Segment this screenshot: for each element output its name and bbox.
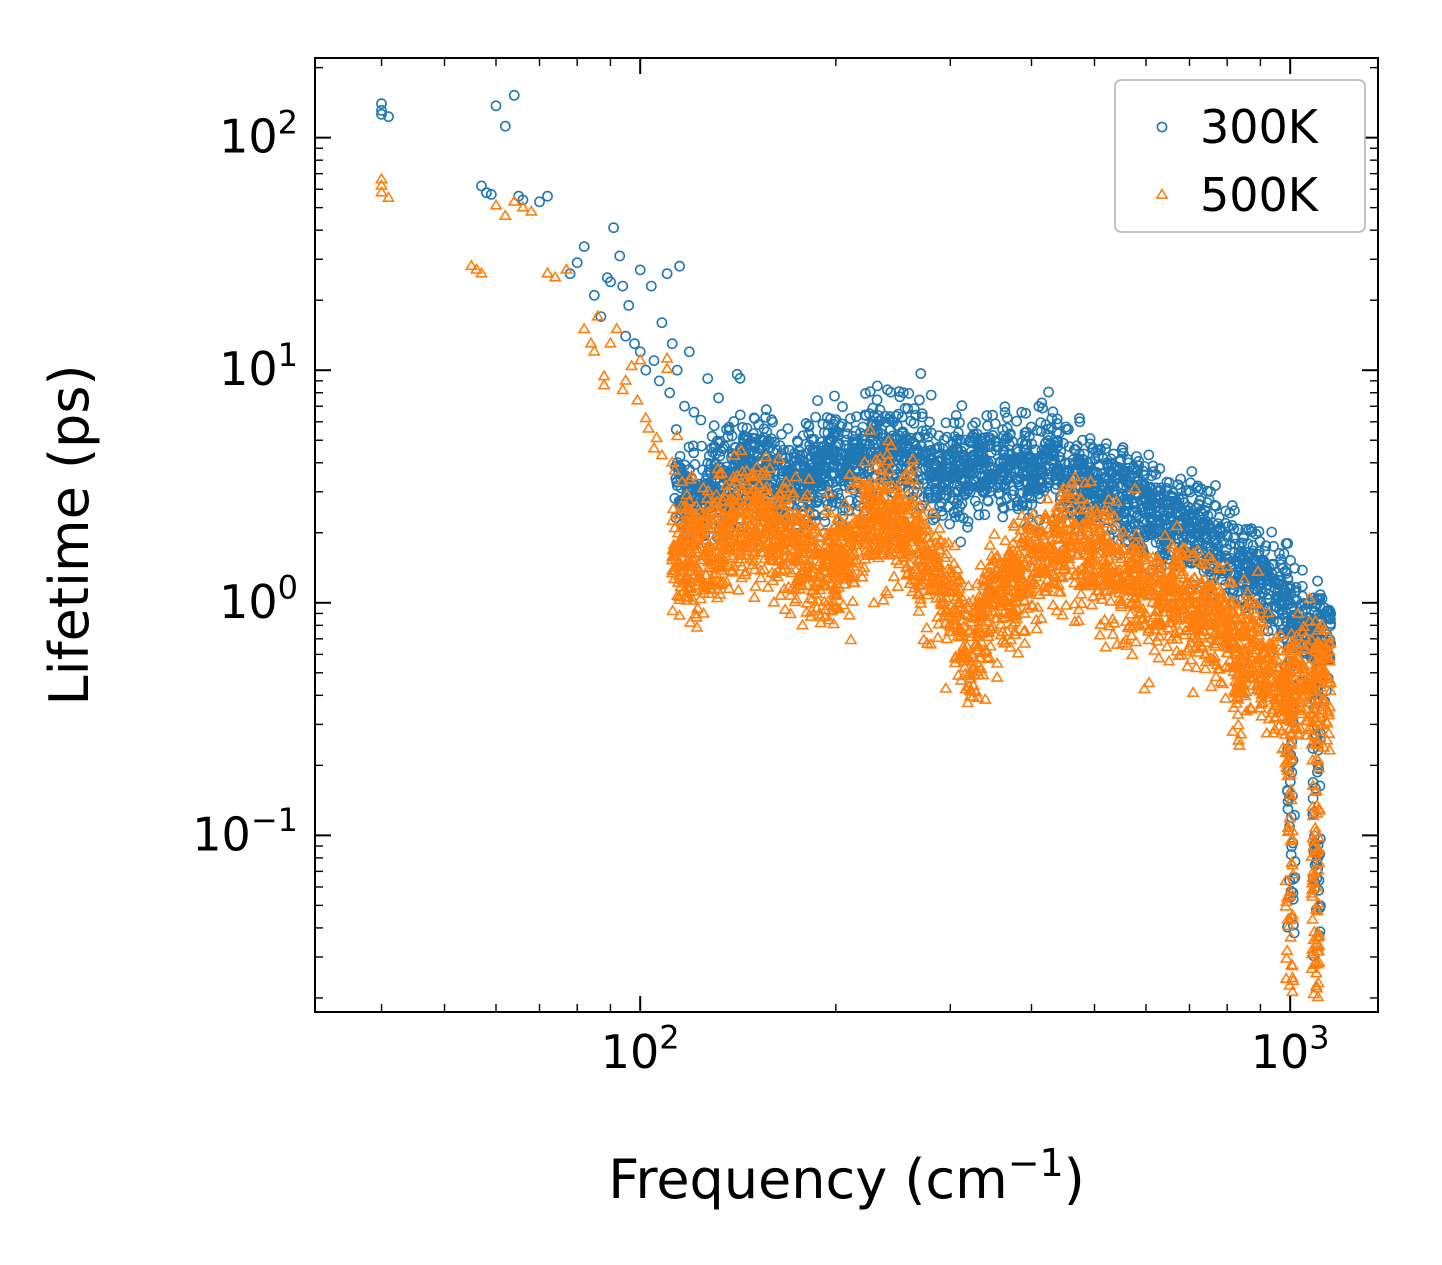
legend-box [1114, 79, 1366, 233]
legend-marker-300K [1156, 121, 1168, 133]
svg-text:10−1: 10−1 [192, 801, 298, 861]
svg-text:100: 100 [219, 568, 298, 628]
legend-label-300K: 300K [1200, 100, 1320, 154]
svg-text:101: 101 [219, 336, 298, 396]
svg-text:102: 102 [601, 1019, 680, 1079]
legend-label-500K: 500K [1200, 168, 1320, 222]
axis-ticks [315, 58, 1378, 1012]
plot-frame [314, 57, 1379, 1013]
svg-text:102: 102 [219, 103, 298, 163]
x-axis-label: Frequency (cm−1) [608, 1141, 1085, 1211]
legend: 300K 500K [1114, 79, 1366, 233]
tick-labels: 102 103 102 101 100 10−1 [192, 103, 1329, 1079]
series-500K-markers [374, 172, 1337, 1002]
axis-labels: Frequency (cm−1) Lifetime (ps) [38, 364, 1085, 1211]
svg-text:103: 103 [1251, 1019, 1330, 1079]
y-axis-label: Lifetime (ps) [38, 364, 101, 705]
legend-marker-500K [1155, 188, 1169, 199]
plot-series [374, 89, 1337, 1002]
